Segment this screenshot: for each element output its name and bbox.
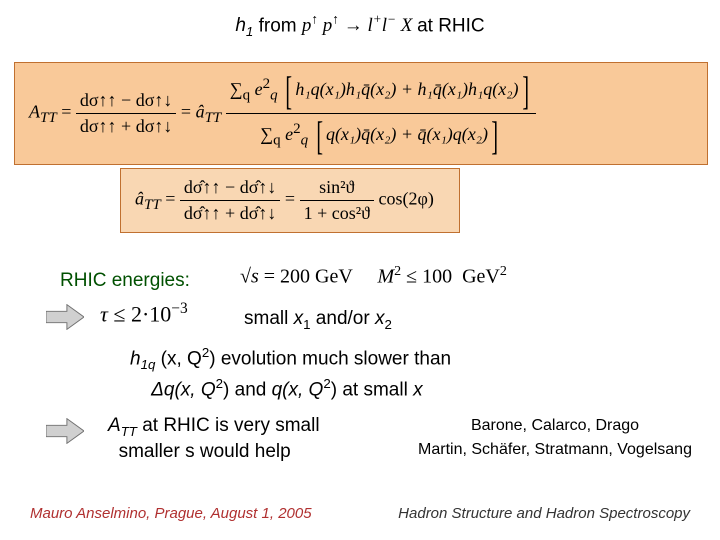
footer-conference: Hadron Structure and Hadron Spectroscopy	[398, 505, 690, 522]
att-conclusion: ATT at RHIC is very small smaller s woul…	[108, 414, 320, 465]
tau-inequality: τ ≤ 2·10−3	[100, 300, 188, 327]
small-x-text: small x1 and/or x2	[244, 308, 392, 332]
rhic-energies-label: RHIC energies:	[60, 270, 190, 292]
arrow-icon	[46, 304, 84, 330]
ahat-formula-box: âTT = dσ̂↑↑ − dσ̂↑↓ dσ̂↑↑ + dσ̂↑↓ = sin²…	[120, 168, 460, 233]
slide-title: h1 from p↑ p↑ → l+l− X at RHIC	[0, 12, 720, 39]
att-formula-box: ATT = dσ↑↑ − dσ↑↓ dσ↑↑ + dσ↑↓ = âTT ∑q e…	[14, 62, 708, 165]
att-lhs: A	[29, 102, 40, 122]
sum-fraction: ∑q e2q [h₁q(x₁)h₁q̄(x₂) + h₁q̄(x₁)h₁q(x₂…	[226, 71, 536, 156]
ref-line-1: Barone, Calarco, Drago	[471, 417, 639, 434]
sigma-fraction: dσ↑↑ − dσ↑↓ dσ↑↑ + dσ↑↓	[76, 90, 177, 137]
rhic-energies-formula: √s = 200 GeV M2 ≤ 100 GeV2	[240, 264, 507, 289]
h1-symbol: h1	[235, 15, 253, 36]
sin-fraction: sin²ϑ 1 + cos²ϑ	[300, 177, 374, 224]
footer-author: Mauro Anselmino, Prague, August 1, 2005	[30, 505, 312, 522]
process-formula: p↑ p↑ → l+l− X	[302, 15, 417, 36]
references: Barone, Calarco, Drago Martin, Schäfer, …	[400, 414, 710, 462]
evolution-text: h1q (x, Q2) evolution much slower than Δ…	[130, 344, 600, 404]
arrow-icon	[46, 418, 84, 444]
from-text: from	[253, 15, 302, 36]
ref-line-2: Martin, Schäfer, Stratmann, Vogelsang	[418, 441, 692, 458]
sigmahat-fraction: dσ̂↑↑ − dσ̂↑↓ dσ̂↑↑ + dσ̂↑↓	[180, 177, 281, 224]
at-rhic: at RHIC	[417, 15, 485, 36]
